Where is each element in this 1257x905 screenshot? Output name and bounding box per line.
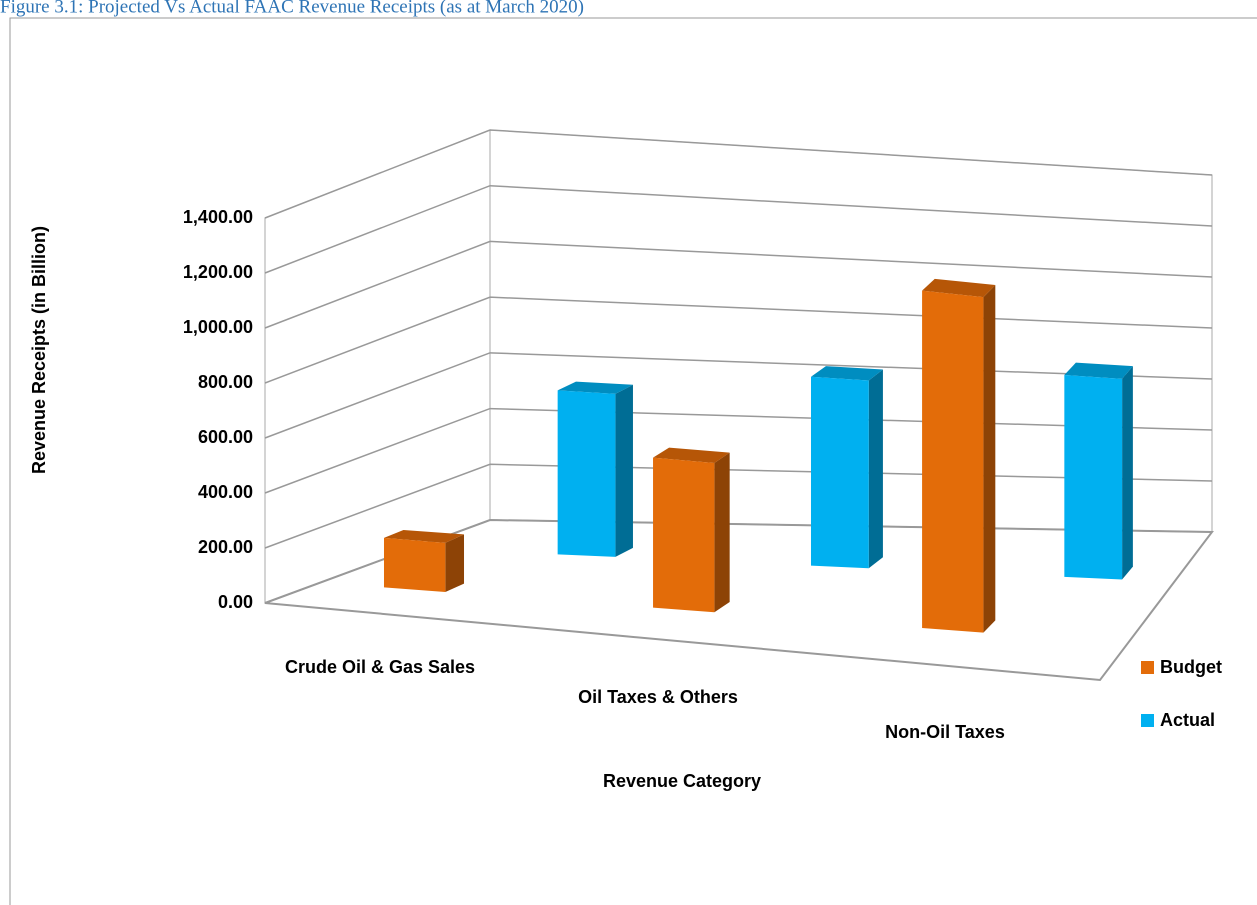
bar xyxy=(1064,362,1133,580)
y-tick-label: 800.00 xyxy=(198,372,253,392)
bar-side xyxy=(615,384,633,557)
grid-line xyxy=(264,240,1213,329)
y-tick-label: 0.00 xyxy=(218,592,253,612)
y-tick-label: 400.00 xyxy=(198,482,253,502)
bar-side xyxy=(1122,366,1133,580)
bar-side xyxy=(868,369,883,569)
bar-top xyxy=(653,447,730,464)
x-tick-label: Crude Oil & Gas Sales xyxy=(285,657,475,677)
chart-title: Figure 3.1: Projected Vs Actual FAAC Rev… xyxy=(0,0,584,17)
bar-front xyxy=(653,457,715,613)
bar-top xyxy=(557,381,633,394)
legend-label: Actual xyxy=(1160,710,1215,730)
bar xyxy=(922,278,996,633)
bar-front xyxy=(810,376,869,569)
bar xyxy=(557,381,633,557)
bar-top xyxy=(383,529,465,543)
bar-front xyxy=(557,390,616,557)
legend-swatch xyxy=(1141,661,1154,674)
y-tick-label: 1,200.00 xyxy=(183,262,253,282)
bar xyxy=(810,366,883,569)
x-tick-label: Oil Taxes & Others xyxy=(578,687,738,707)
legend-label: Budget xyxy=(1160,657,1222,677)
bar-top xyxy=(1064,362,1133,379)
y-tick-label: 600.00 xyxy=(198,427,253,447)
bar xyxy=(653,447,730,613)
y-axis-title: Revenue Receipts (in Billion) xyxy=(29,226,49,474)
bar-top xyxy=(810,366,883,381)
grid-line xyxy=(264,129,1213,219)
bar-side xyxy=(714,452,730,613)
y-tick-label: 1,000.00 xyxy=(183,317,253,337)
bar-side xyxy=(445,534,465,592)
bar-top xyxy=(922,278,996,298)
grid-line xyxy=(264,184,1213,274)
y-tick-label: 200.00 xyxy=(198,537,253,557)
bar-front xyxy=(383,537,446,592)
bar-side xyxy=(983,284,996,633)
bar-front xyxy=(1064,375,1123,580)
chart-border xyxy=(9,17,1257,905)
bar-front xyxy=(922,290,984,633)
x-axis-title: Revenue Category xyxy=(603,771,761,791)
plot: 0.00 200.00 400.00 600.00 800.00 1,000.00 1,20… xyxy=(183,129,1222,742)
legend-swatch xyxy=(1141,714,1154,727)
bar xyxy=(383,529,465,592)
y-tick-label: 1,400.00 xyxy=(183,207,253,227)
x-tick-label: Non-Oil Taxes xyxy=(885,722,1005,742)
